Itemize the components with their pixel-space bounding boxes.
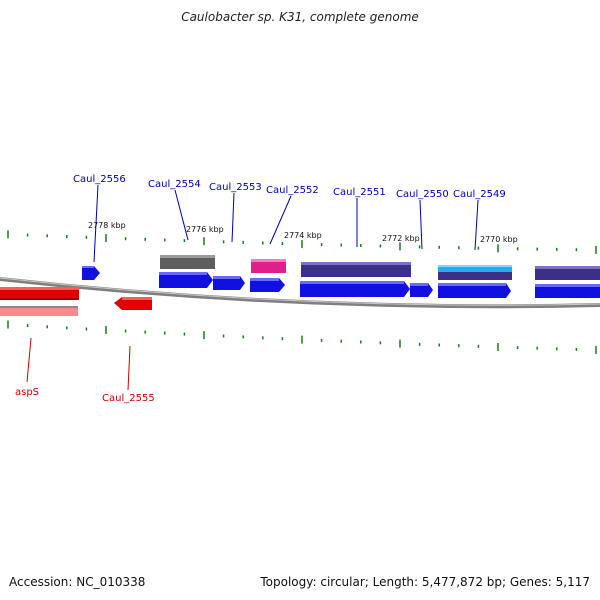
scale-label-2774: 2774 kbp bbox=[284, 231, 322, 240]
accession-text: Accession: NC_010338 bbox=[9, 575, 146, 589]
gene-caul2556-feature[interactable] bbox=[82, 266, 100, 280]
gene-caul2552-pink-feature bbox=[251, 259, 286, 273]
gene-label-caul2554[interactable]: Caul_2554 bbox=[148, 179, 201, 190]
gene-caul2550-feature[interactable] bbox=[410, 283, 433, 297]
gene-label-caul2552[interactable]: Caul_2552 bbox=[266, 185, 319, 196]
gene-label-caul2553[interactable]: Caul_2553 bbox=[209, 182, 262, 193]
gene-aspS-feature[interactable] bbox=[0, 287, 79, 300]
gene-right-blue-feature[interactable] bbox=[535, 284, 600, 298]
gene-label-caul2555[interactable]: Caul_2555 bbox=[102, 393, 155, 404]
gene-caul2553-feature[interactable] bbox=[213, 276, 245, 290]
scale-label-2778: 2778 kbp bbox=[88, 221, 126, 230]
gene-label-caul2551[interactable]: Caul_2551 bbox=[333, 187, 386, 198]
scale-label-2772: 2772 kbp bbox=[382, 234, 420, 243]
scale-label-2770: 2770 kbp bbox=[480, 235, 518, 244]
gene-label-aspS[interactable]: aspS bbox=[15, 387, 39, 398]
gene-caul2555-feature[interactable] bbox=[114, 297, 152, 310]
gene-aspS-shadow-feature bbox=[0, 306, 78, 316]
label-leader-lines bbox=[26, 184, 479, 391]
gene-caul2551-feature[interactable] bbox=[300, 281, 410, 297]
ruler-ticks-bottom bbox=[7, 320, 597, 354]
topology-text: Topology: circular; Length: 5,477,872 bp… bbox=[260, 575, 590, 589]
genome-backbone bbox=[0, 277, 600, 309]
gene-right-purple-feature bbox=[535, 266, 600, 280]
scale-label-2776: 2776 kbp bbox=[186, 225, 224, 234]
gene-caul2549-cyan-feature bbox=[438, 265, 512, 280]
map-title: Caulobacter sp. K31, complete genome bbox=[181, 10, 419, 24]
gene-label-caul2556[interactable]: Caul_2556 bbox=[73, 174, 126, 185]
ruler-ticks-top bbox=[7, 230, 597, 254]
genome-backbone-highlight bbox=[0, 277, 600, 306]
gene-label-caul2550[interactable]: Caul_2550 bbox=[396, 189, 449, 200]
gene-caul2554-feature[interactable] bbox=[159, 272, 213, 288]
gene-caul2554-grey-feature bbox=[160, 255, 215, 269]
gene-caul2551-purple-feature bbox=[301, 262, 411, 277]
gene-label-caul2549[interactable]: Caul_2549 bbox=[453, 189, 506, 200]
gene-caul2552-feature[interactable] bbox=[250, 278, 285, 292]
gene-caul2549-feature[interactable] bbox=[438, 283, 511, 298]
